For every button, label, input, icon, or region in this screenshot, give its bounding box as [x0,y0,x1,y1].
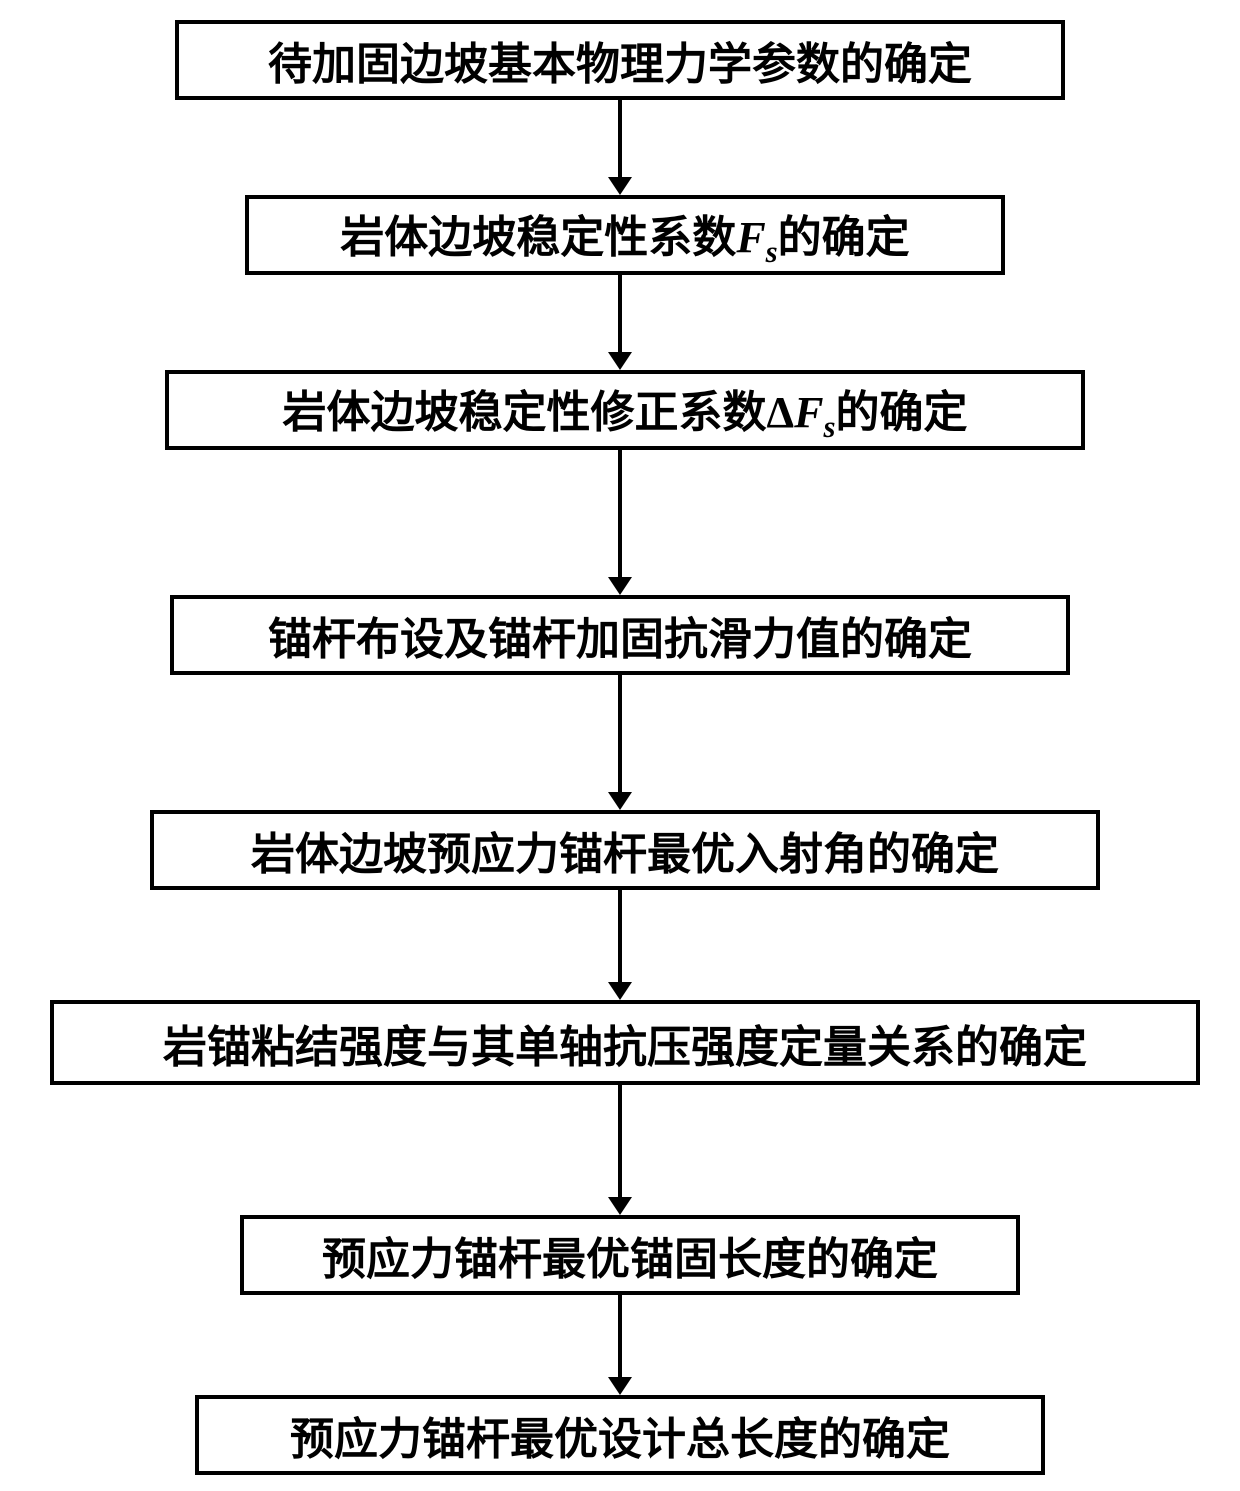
box-1-label: 待加固边坡基本物理力学参数的确定 [268,28,972,92]
box-6-label: 岩锚粘结强度与其单轴抗压强度定量关系的确定 [163,1011,1087,1075]
flowchart-box-1: 待加固边坡基本物理力学参数的确定 [175,20,1065,100]
flowchart-arrow-1 [608,100,632,195]
flowchart-box-5: 岩体边坡预应力锚杆最优入射角的确定 [150,810,1100,890]
flowchart-arrow-6 [608,1085,632,1215]
flowchart-box-8: 预应力锚杆最优设计总长度的确定 [195,1395,1045,1475]
box-2-label: 岩体边坡稳定性系数Fs的确定 [340,201,909,270]
flowchart-container: 待加固边坡基本物理力学参数的确定 岩体边坡稳定性系数Fs的确定 岩体边坡稳定性修… [0,0,1240,1491]
flowchart-arrow-3 [608,450,632,595]
flowchart-box-7: 预应力锚杆最优锚固长度的确定 [240,1215,1020,1295]
flowchart-box-4: 锚杆布设及锚杆加固抗滑力值的确定 [170,595,1070,675]
box-4-label: 锚杆布设及锚杆加固抗滑力值的确定 [268,603,972,667]
box-8-label: 预应力锚杆最优设计总长度的确定 [290,1403,950,1467]
box-5-label: 岩体边坡预应力锚杆最优入射角的确定 [251,818,999,882]
box-7-label: 预应力锚杆最优锚固长度的确定 [322,1223,938,1287]
flowchart-arrow-4 [608,675,632,810]
flowchart-arrow-2 [608,275,632,370]
flowchart-box-3: 岩体边坡稳定性修正系数ΔFs的确定 [165,370,1085,450]
flowchart-box-2: 岩体边坡稳定性系数Fs的确定 [245,195,1005,275]
box-3-label: 岩体边坡稳定性修正系数ΔFs的确定 [283,376,968,445]
flowchart-arrow-5 [608,890,632,1000]
flowchart-box-6: 岩锚粘结强度与其单轴抗压强度定量关系的确定 [50,1000,1200,1085]
flowchart-arrow-7 [608,1295,632,1395]
